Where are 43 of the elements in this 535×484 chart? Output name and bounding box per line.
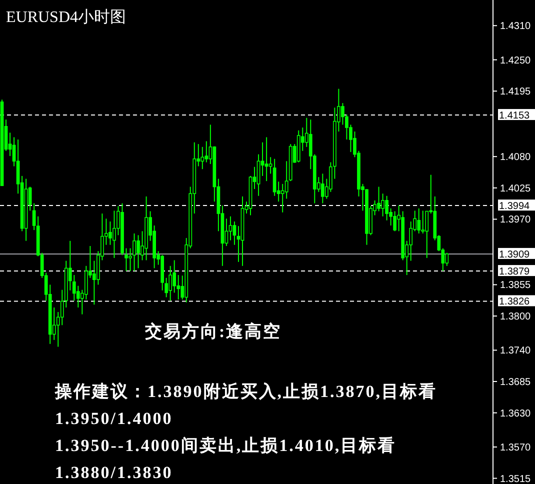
y-tick-label: 1.4310 bbox=[500, 21, 532, 32]
ref-line-label: 1.3909 bbox=[499, 249, 530, 260]
annotation: 操作建议：1.3890附近买入,止损1.3870,目标看1.3950/1.4000 bbox=[55, 381, 438, 430]
y-tick-label: 1.4025 bbox=[500, 183, 532, 194]
annotation: 1.3950--1.4000间卖出,止损1.4010,目标看1.3880/1.3830 bbox=[55, 435, 398, 484]
candlestick bbox=[124, 248, 128, 272]
y-tick-label: 1.3970 bbox=[500, 214, 532, 226]
y-tick-label: 1.3515 bbox=[500, 474, 532, 484]
candlestick bbox=[417, 208, 421, 234]
candlestick bbox=[256, 154, 260, 196]
ref-line-label: 1.3994 bbox=[499, 201, 530, 212]
y-tick-label: 1.4080 bbox=[500, 152, 532, 164]
y-tick-label: 1.3570 bbox=[500, 442, 532, 454]
candlestick bbox=[228, 216, 232, 241]
candlestick bbox=[200, 146, 204, 170]
candlestick bbox=[393, 210, 396, 232]
text: EURUSD4小时图 bbox=[6, 8, 126, 26]
candlestick bbox=[132, 232, 136, 272]
y-tick-label: 1.3630 bbox=[500, 408, 532, 420]
candlestick bbox=[425, 210, 429, 258]
candlestick bbox=[272, 158, 276, 196]
candlestick bbox=[421, 210, 425, 234]
y-tick-label: 1.3685 bbox=[500, 377, 532, 388]
candlestick bbox=[445, 252, 449, 266]
candlestick bbox=[168, 265, 172, 302]
y-tick-label: 1.4195 bbox=[500, 86, 532, 98]
y-tick-label: 1.4250 bbox=[500, 55, 532, 66]
ref-line-label: 1.4153 bbox=[499, 110, 530, 122]
candlestick bbox=[377, 186, 380, 212]
candlestick bbox=[232, 221, 236, 246]
candlestick bbox=[268, 156, 272, 174]
y-tick-label: 1.3855 bbox=[500, 280, 532, 292]
ref-line-label: 1.3879 bbox=[499, 266, 530, 278]
annotation: 交易方向:逢高空 bbox=[145, 321, 283, 343]
y-tick-label: 1.3800 bbox=[500, 312, 532, 323]
y-tick-label: 1.3740 bbox=[500, 346, 532, 357]
candlestick bbox=[136, 234, 140, 269]
candlestick bbox=[320, 173, 324, 204]
candlestick bbox=[385, 195, 388, 221]
candlestick bbox=[264, 136, 268, 182]
ref-line-label: 1.3826 bbox=[499, 296, 530, 308]
candlestick bbox=[108, 221, 112, 246]
candlestick bbox=[112, 210, 116, 258]
